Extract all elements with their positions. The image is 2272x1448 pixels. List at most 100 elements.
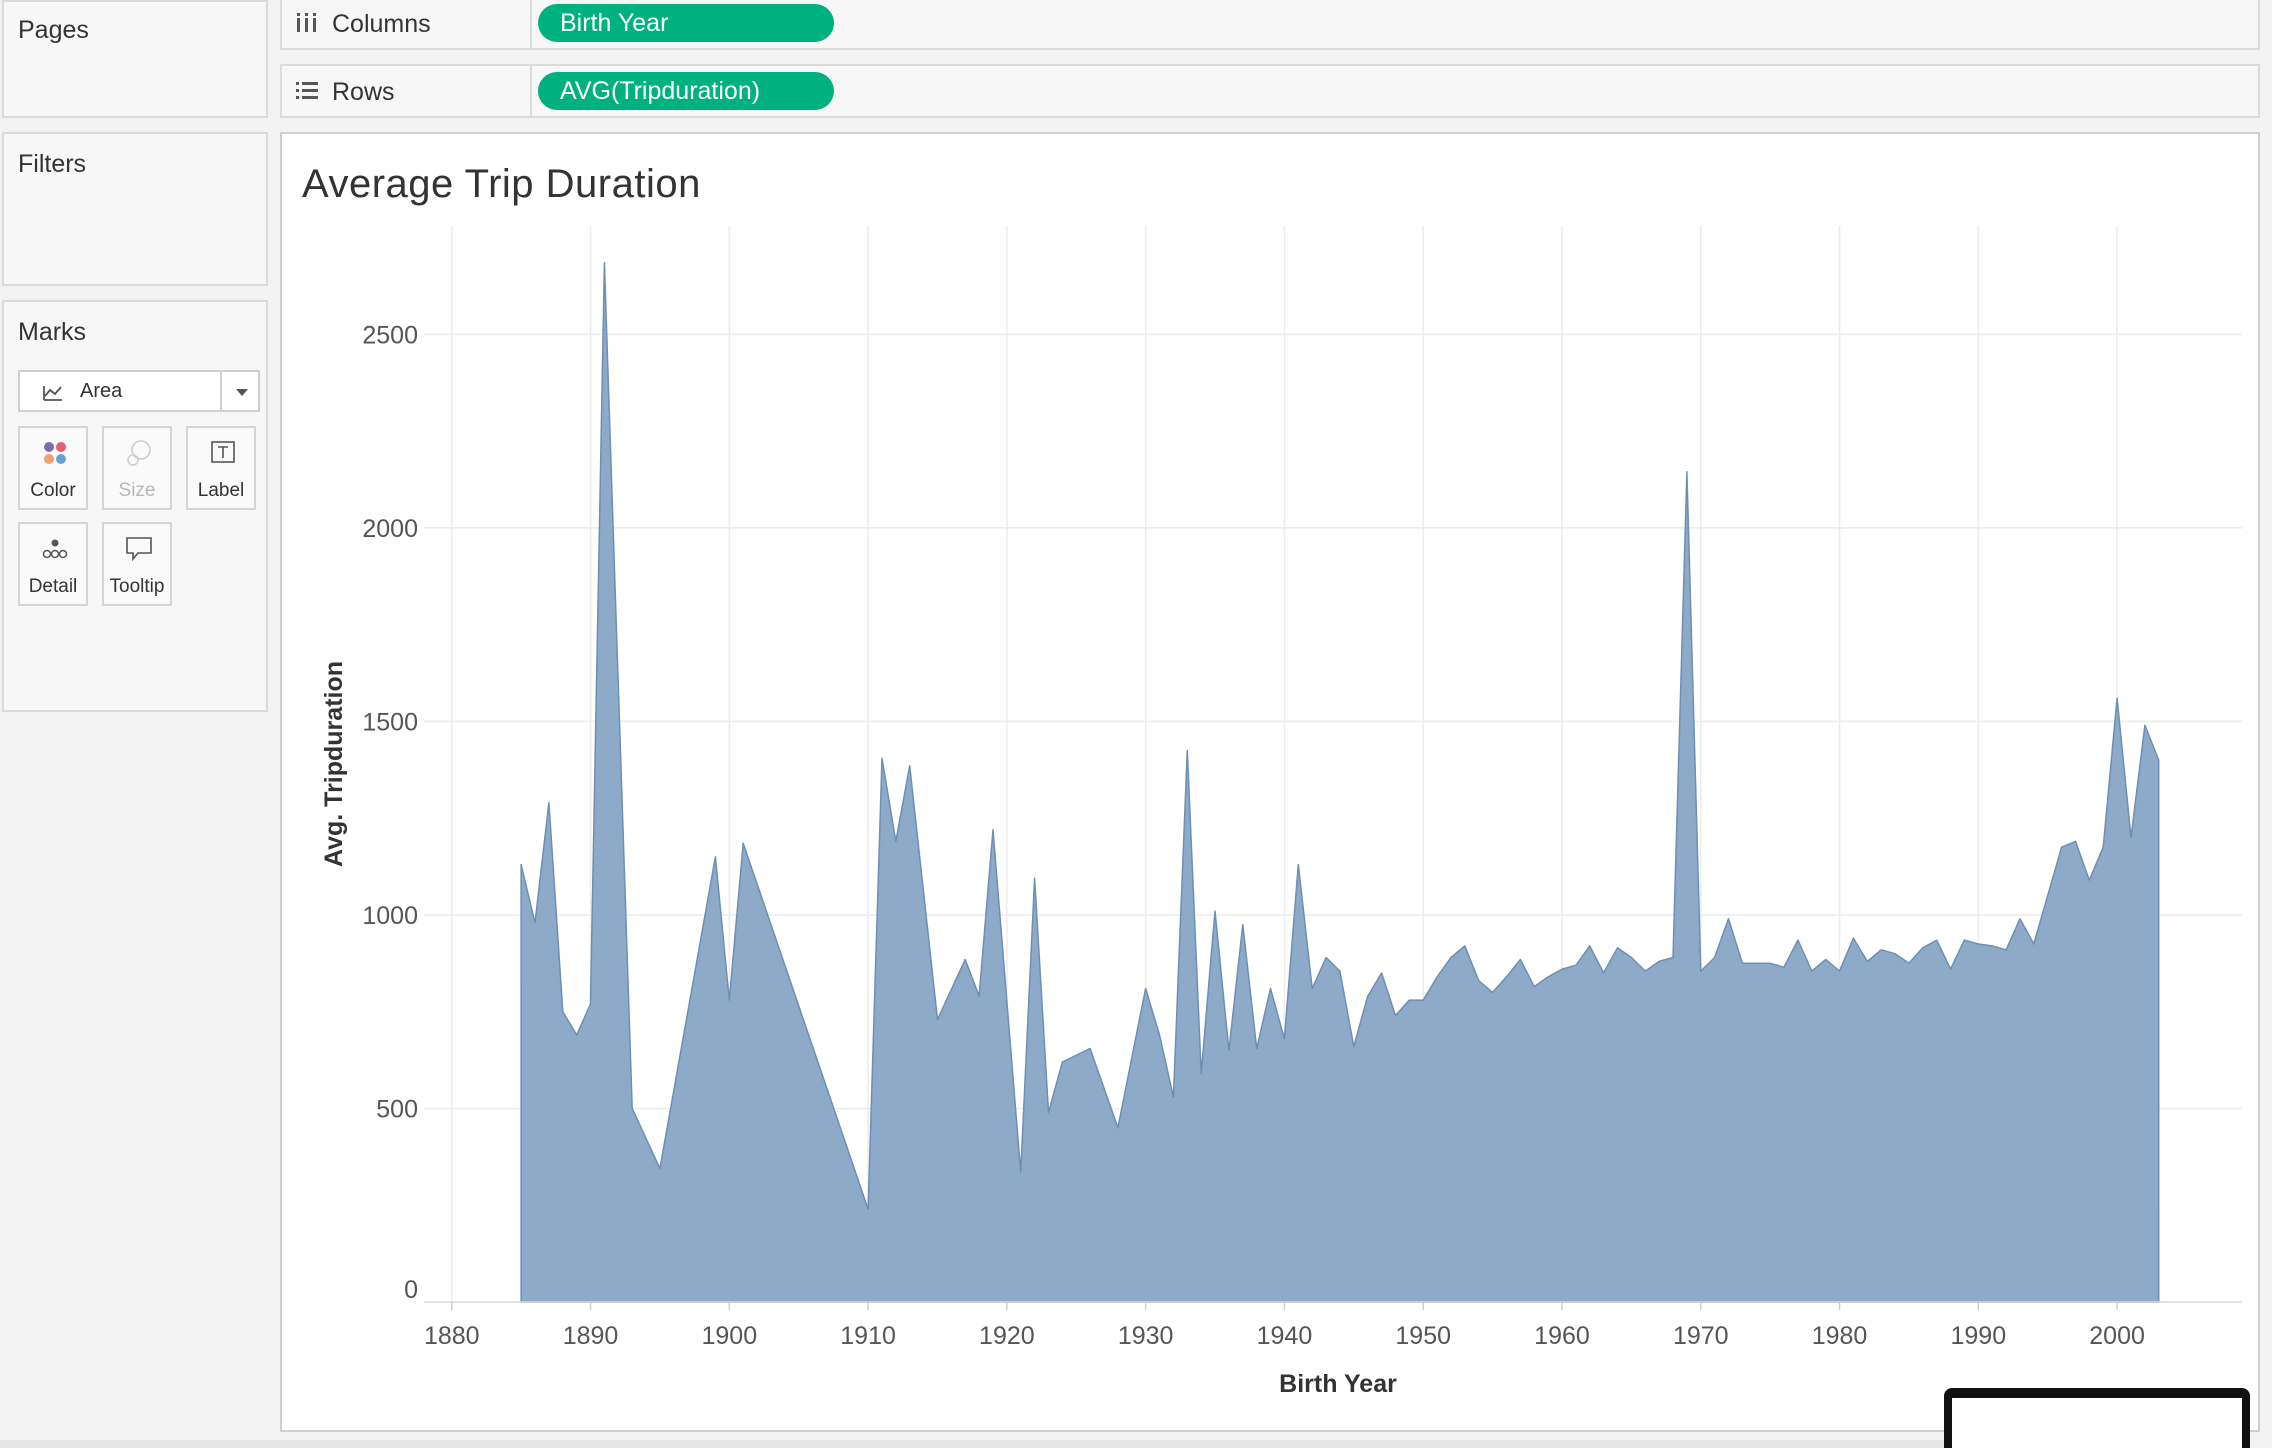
data-point[interactable] (2074, 839, 2078, 843)
data-point[interactable] (1310, 987, 1314, 991)
data-point[interactable] (1879, 948, 1883, 952)
data-point[interactable] (1255, 1047, 1259, 1051)
data-point[interactable] (1033, 876, 1037, 880)
data-point[interactable] (1629, 956, 1633, 960)
data-point[interactable] (2101, 845, 2105, 849)
data-point[interactable] (1158, 1033, 1162, 1037)
data-point[interactable] (1685, 470, 1689, 474)
data-point[interactable] (1171, 1095, 1175, 1099)
avg-tripduration-pill[interactable]: AVG(Tripduration) (538, 72, 834, 110)
data-point[interactable] (1477, 979, 1481, 983)
data-point[interactable] (1907, 961, 1911, 965)
data-point[interactable] (1824, 958, 1828, 962)
data-point[interactable] (1935, 938, 1939, 942)
data-point[interactable] (1851, 936, 1855, 940)
label-button[interactable]: Label (186, 426, 256, 510)
data-point[interactable] (2087, 878, 2091, 882)
data-point[interactable] (880, 756, 884, 760)
data-point[interactable] (1324, 956, 1328, 960)
sheet-tabs-strip[interactable] (0, 1440, 1944, 1448)
data-point[interactable] (1574, 963, 1578, 967)
data-point[interactable] (1269, 987, 1273, 991)
data-point[interactable] (1990, 944, 1994, 948)
data-point[interactable] (1144, 987, 1148, 991)
data-point[interactable] (1838, 969, 1842, 973)
data-point[interactable] (1352, 1045, 1356, 1049)
data-point[interactable] (1727, 917, 1731, 921)
data-point[interactable] (1199, 1072, 1203, 1076)
data-point[interactable] (2129, 836, 2133, 840)
data-point[interactable] (1560, 967, 1564, 971)
data-point[interactable] (2046, 894, 2050, 898)
area-chart[interactable]: 1880 1890 1900 1910 1920 1930 1940 1950 1960 1970… (282, 134, 2258, 1430)
birth-year-pill[interactable]: Birth Year (538, 4, 834, 42)
data-point[interactable] (1227, 1048, 1231, 1052)
data-point[interactable] (2143, 723, 2147, 727)
sheet-thumbnail[interactable] (1944, 1388, 2250, 1448)
data-point[interactable] (547, 801, 551, 805)
data-point[interactable] (1449, 956, 1453, 960)
data-point[interactable] (2115, 696, 2119, 700)
data-point[interactable] (936, 1018, 940, 1022)
data-point[interactable] (1296, 863, 1300, 867)
data-point[interactable] (1407, 998, 1411, 1002)
data-point[interactable] (741, 841, 745, 845)
data-point[interactable] (1699, 969, 1703, 973)
viz-area[interactable]: Average Trip Duration 1880 1890 1900 1910 19… (280, 132, 2260, 1432)
data-point[interactable] (977, 994, 981, 998)
data-point[interactable] (1588, 944, 1592, 948)
data-point[interactable] (1505, 975, 1509, 979)
data-point[interactable] (1518, 958, 1522, 962)
data-point[interactable] (1713, 956, 1717, 960)
data-point[interactable] (908, 764, 912, 768)
data-point[interactable] (1962, 938, 1966, 942)
chevron-down-icon[interactable] (232, 382, 252, 402)
data-point[interactable] (1865, 959, 1869, 963)
data-point[interactable] (894, 839, 898, 843)
mark-type-dropdown[interactable]: Area (18, 370, 260, 412)
data-point[interactable] (1060, 1060, 1064, 1064)
data-point[interactable] (1643, 969, 1647, 973)
data-point[interactable] (1754, 961, 1758, 965)
data-point[interactable] (1602, 971, 1606, 975)
data-point[interactable] (533, 921, 537, 925)
data-point[interactable] (727, 998, 731, 1002)
data-point[interactable] (2018, 917, 2022, 921)
filters-panel[interactable]: Filters (2, 132, 268, 286)
data-point[interactable] (1671, 956, 1675, 960)
data-point[interactable] (2060, 845, 2064, 849)
data-point[interactable] (1435, 975, 1439, 979)
data-point[interactable] (1546, 975, 1550, 979)
data-point[interactable] (1463, 944, 1467, 948)
data-point[interactable] (2157, 758, 2161, 762)
data-point[interactable] (1421, 998, 1425, 1002)
data-point[interactable] (2004, 948, 2008, 952)
data-point[interactable] (1491, 990, 1495, 994)
data-point[interactable] (1949, 967, 1953, 971)
data-point[interactable] (1019, 1170, 1023, 1174)
color-button[interactable]: Color (18, 426, 88, 510)
data-point[interactable] (1047, 1110, 1051, 1114)
data-point[interactable] (1213, 909, 1217, 913)
data-point[interactable] (713, 855, 717, 859)
data-point[interactable] (963, 958, 967, 962)
data-point[interactable] (602, 261, 606, 265)
data-point[interactable] (1810, 969, 1814, 973)
data-point[interactable] (1088, 1047, 1092, 1051)
data-point[interactable] (1921, 946, 1925, 950)
data-point[interactable] (630, 1107, 634, 1111)
data-point[interactable] (1976, 942, 1980, 946)
detail-button[interactable]: Detail (18, 522, 88, 606)
data-point[interactable] (1657, 959, 1661, 963)
data-point[interactable] (1338, 969, 1342, 973)
columns-shelf[interactable]: Columns Birth Year (280, 0, 2260, 50)
data-point[interactable] (991, 828, 995, 832)
data-point[interactable] (2032, 942, 2036, 946)
data-point[interactable] (1116, 1126, 1120, 1130)
data-point[interactable] (1185, 749, 1189, 753)
data-point[interactable] (1782, 965, 1786, 969)
data-point[interactable] (519, 863, 523, 867)
data-point[interactable] (589, 1002, 593, 1006)
data-point[interactable] (561, 1010, 565, 1014)
data-point[interactable] (866, 1207, 870, 1211)
